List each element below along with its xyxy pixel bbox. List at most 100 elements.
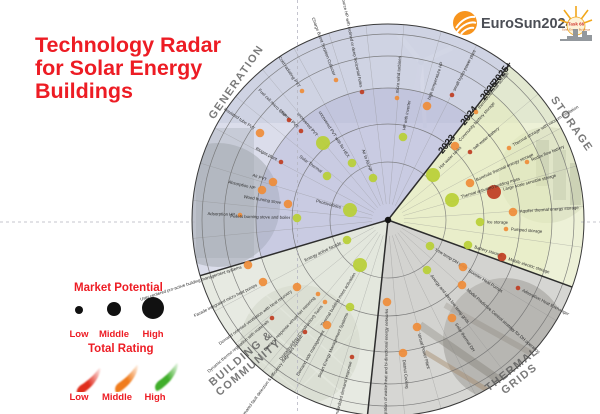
tech-label: Pellets burning stove and boiler (230, 214, 291, 220)
eurosun-logo: EuroSun2024 (453, 11, 574, 35)
radar-spoke (397, 232, 508, 376)
tech-label: District Cooling (402, 359, 410, 389)
tech-dot: Adsorption Heat Exchanger (515, 285, 521, 291)
task66-text: Task 66 (568, 22, 585, 27)
tech-label: Ice storage (487, 219, 509, 224)
eurosun-swirl-lines (455, 15, 477, 35)
tech-label: Air PVT (252, 173, 268, 183)
radar-center-hub (384, 216, 392, 224)
sector-boundary-line (387, 65, 510, 221)
sector-boundary-line (199, 219, 389, 277)
tech-dot: Adsorption HP (237, 212, 243, 218)
radar-spoke (403, 222, 583, 248)
tech-dot: Digital building (Construction) Twins (322, 299, 328, 305)
ring-circle (255, 87, 521, 353)
tech-dot: Community battery storage (450, 141, 460, 151)
tech-dot: Mobile electric storage (497, 252, 507, 262)
radar-spoke (402, 127, 562, 213)
tech-dot: Open standardized demand response (349, 354, 355, 360)
tech-dot: Pellets burning stove and boiler (292, 213, 302, 223)
tech-dot: Wood burning stove (283, 199, 293, 209)
tech-dot: District Cooling (398, 348, 408, 358)
market-label-low: Low (69, 329, 89, 340)
tech-dot: Low temp DH grids (425, 241, 435, 251)
sector-boundary-line (387, 219, 573, 288)
tech-dot: uncovered PVT with fin HEX (347, 158, 357, 168)
radar-spoke (399, 230, 535, 351)
pepper-icon-high (149, 362, 185, 392)
sector-tint-generation (192, 24, 509, 276)
tech-dot: salt water battery (467, 149, 473, 155)
tech-dot: covered PVT (298, 128, 304, 134)
tech-dot: HP with inverter (398, 132, 408, 142)
tech-dot: Dynamic thermo regulation with materials (269, 315, 275, 321)
radar-spoke (294, 233, 381, 393)
radar-outer-circle (191, 23, 585, 414)
tech-dot: Large scale sensible storage (487, 185, 501, 199)
sector-boundary-line (366, 219, 389, 414)
tech-label: Integration of waste heat and bi-directi… (383, 309, 389, 414)
radar-spoke (394, 234, 476, 396)
tech-dot: Biogas plant (278, 159, 284, 165)
tech-label: Aquifer thermal energy storage (520, 205, 580, 214)
radar-spoke (235, 229, 376, 344)
tech-dot: User centered pro-active building manage… (243, 260, 253, 270)
radar-spoke (395, 45, 477, 206)
tech-dot: Ground source HP with inclined or deep h… (359, 89, 365, 95)
city-skyline-icon (560, 29, 592, 41)
radar-spoke (392, 31, 442, 205)
tech-dot: Battery storage (463, 240, 473, 250)
tech-dot: insulated tube PVT (255, 128, 265, 138)
rating-label-middle: Middle (101, 392, 133, 403)
logo-block: EuroSun2024 Task 66 Solar Energy Buildin… (448, 3, 598, 50)
tech-dot: Thermal storage with vacuum insulation (506, 145, 512, 151)
market-label-high: High (142, 329, 164, 340)
market-potential-dots (75, 297, 164, 319)
task66-logo: Task 66 Solar Energy Buildings (559, 6, 593, 41)
tech-dot: Energy active facade (342, 235, 352, 245)
tech-dot: high temperature HP (422, 101, 432, 111)
radar-spoke (293, 47, 381, 207)
sector-inner-tint-generation (255, 88, 470, 258)
radar-spoke (403, 206, 584, 220)
tech-label: Pumped storage (511, 227, 543, 234)
tech-dot: small hydro power plant (449, 92, 455, 98)
tech-dot: Redox flow battery (524, 159, 530, 165)
tech-dot: Smart Energy Management Systems (345, 302, 355, 312)
tech-dot: Borehole thermal energy storage (465, 178, 475, 188)
tech-dot: micro wind turbines (394, 95, 400, 101)
tech-dot: Demand oriented ventilation with heat re… (292, 282, 302, 292)
ring-circle (201, 33, 575, 407)
tech-dot: Air to Air HP (368, 173, 378, 183)
tech-dot: Ice storage (475, 217, 485, 227)
ring-circle (329, 161, 447, 279)
title-line-1: Technology Radar (35, 33, 221, 57)
radar-spoke (192, 221, 373, 239)
tech-dot: Pumped storage (503, 226, 509, 232)
radar-spoke (365, 25, 387, 205)
ring-circle (223, 55, 553, 385)
tech-dot: Facade integrated micro heat pumps (258, 277, 268, 287)
pepper-icon-middle (109, 364, 145, 392)
tech-dot: Automated fault detection & efficiency d… (302, 329, 308, 335)
tech-dot: thermochemical storage (473, 109, 479, 115)
tech-label: Absorption HP (228, 179, 256, 190)
tech-dot: Integration of waste heat and bi-directi… (382, 297, 392, 307)
eurosun-logo-text: EuroSun2024 (481, 16, 574, 32)
tech-dot: Thermal building mass activation (353, 258, 367, 272)
market-dot-middle (107, 302, 121, 316)
tech-dot: Cold radiating PVT (299, 88, 305, 94)
ring-circle (291, 123, 485, 317)
radar-spoke (389, 24, 405, 205)
tech-dot: Solar Thermal (322, 171, 332, 181)
tech-dot: uncovered PVT (316, 136, 330, 150)
tech-label: micro wind turbines (395, 56, 403, 93)
tech-dot: Thermal activated building mass (445, 193, 459, 207)
rating-label-low: Low (69, 392, 89, 403)
tech-dot: Hot water tanks (426, 168, 440, 182)
tech-dot: Model Predictive Control strategy for DH… (457, 280, 467, 290)
tech-dot: Charge Boost Sorption Collector (333, 77, 339, 83)
tech-dot: Air PVT (268, 177, 278, 187)
tech-dot: Aquifer thermal energy storage (508, 207, 518, 217)
